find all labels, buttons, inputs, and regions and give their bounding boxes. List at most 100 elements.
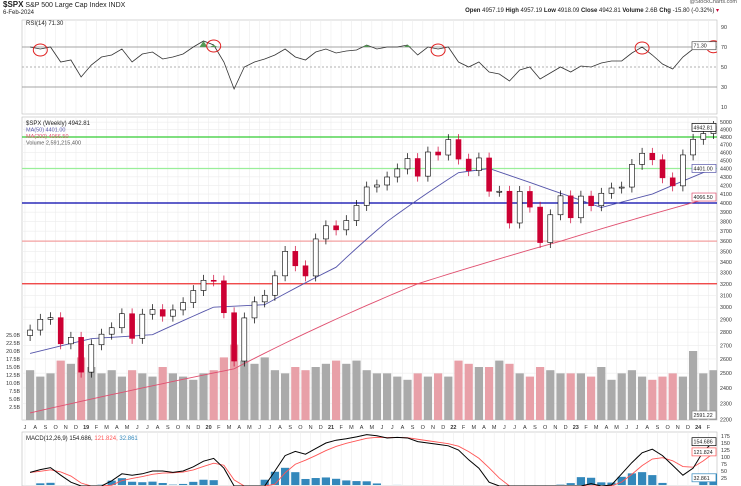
macd-value-tag: 154.686 [694, 440, 713, 446]
price-tick-label: 3500 [720, 249, 732, 255]
rsi-tick-label: 30 [721, 85, 727, 91]
volume-bar [607, 379, 616, 420]
volume-bar [648, 379, 657, 420]
candle-body [547, 214, 554, 243]
month-label: N [431, 425, 435, 431]
volume-bar [117, 376, 126, 420]
candle-body [588, 195, 594, 207]
candle-body [363, 186, 370, 206]
candle-body [680, 154, 686, 187]
volume-bar [576, 373, 585, 420]
volume-bar [128, 370, 137, 420]
volume-bar [403, 379, 412, 420]
volume-bar [658, 376, 667, 420]
price-tick-label: 3800 [720, 220, 732, 226]
rsi-annotation-circle [32, 43, 48, 57]
month-label: A [33, 425, 37, 431]
macd-histogram-bar [36, 483, 45, 485]
chart-title: $SPX S&P 500 Large Cap Index INDX [3, 1, 125, 10]
candle-body [374, 184, 380, 188]
price-tick-label: 5000 [720, 120, 732, 126]
volume-bar [270, 370, 279, 420]
rsi-line [30, 40, 714, 91]
month-label: A [360, 425, 364, 431]
macd-histogram-bar [362, 481, 371, 485]
month-label: O [421, 425, 426, 431]
volume-bar [699, 373, 708, 420]
volume-bar [189, 379, 198, 420]
open-value: 4957.19 [482, 8, 504, 14]
month-label: M [472, 425, 477, 431]
macd-histogram-bar [352, 481, 361, 485]
month-label: F [217, 425, 221, 431]
month-label: D [564, 425, 568, 431]
candle-body [353, 205, 360, 221]
volume-bar [515, 373, 524, 420]
macd-histogram-bar [311, 478, 320, 485]
candle-body [506, 190, 513, 224]
rsi-annotation-circle [634, 41, 650, 55]
candle-body [139, 313, 146, 339]
rsi-tick-label: 90 [721, 25, 727, 31]
candle-body [649, 152, 656, 161]
month-label: M [492, 425, 497, 431]
macd-histogram-bar [566, 483, 575, 485]
month-label: 21 [328, 425, 334, 431]
month-label: F [707, 425, 711, 431]
price-tick-label: 2500 [720, 371, 732, 377]
volume-tick-label: 25.0B [6, 333, 20, 339]
month-label: 19 [83, 425, 89, 431]
candle-body [618, 186, 625, 189]
rsi-value-tag: 71.30 [694, 44, 707, 50]
volume-bar [474, 367, 483, 420]
candle-body [516, 191, 523, 224]
rsi-annotation-circle [430, 43, 446, 57]
volume-bar [413, 373, 422, 420]
high-label: High [505, 8, 519, 14]
price-tick-label: 3400 [720, 260, 732, 266]
price-tick-label: 2600 [720, 357, 732, 363]
candle-body [557, 195, 564, 216]
price-tick-label: 2300 [720, 401, 732, 407]
volume-bar [689, 351, 698, 420]
price-tick-label: 3700 [720, 229, 732, 235]
month-label: M [125, 425, 130, 431]
rsi-annotation-circle [206, 39, 222, 53]
price-legend: $SPX (Weekly) 4942.81 [26, 121, 91, 127]
ma50-value-tag: 4401.00 [694, 166, 713, 172]
macd-histogram-bar [189, 481, 198, 485]
volume-bar [525, 376, 534, 420]
macd-tick-label: 125 [721, 448, 730, 454]
price-tick-label: 4000 [720, 201, 732, 207]
candle-body [78, 337, 84, 373]
month-label: F [462, 425, 466, 431]
down-triangle-icon: ▾ [715, 8, 719, 14]
candle-body [108, 327, 115, 335]
volume-bar [240, 360, 249, 420]
macd-value-tag-box [691, 437, 717, 447]
candle-body [629, 164, 635, 188]
month-label: J [503, 425, 506, 431]
month-label: O [543, 425, 548, 431]
month-label: 24 [695, 425, 702, 431]
month-label: F [340, 425, 344, 431]
price-tick-label: 2800 [720, 330, 732, 336]
candle-body [312, 238, 319, 277]
candle-body [578, 195, 584, 219]
price-tick-label: 2400 [720, 386, 732, 392]
volume-bar [148, 376, 157, 420]
month-label: J [258, 425, 261, 431]
volume-bar [168, 373, 177, 420]
candle-body [690, 138, 696, 156]
volume-bar [587, 376, 596, 420]
month-label: M [104, 425, 109, 431]
volume-bar [546, 370, 555, 420]
candle-body [27, 329, 33, 336]
volume-bar [617, 373, 626, 420]
month-label: S [533, 425, 537, 431]
macd-histogram-bar [138, 482, 147, 485]
ma50-value-tag-box [691, 164, 717, 173]
candle-body [384, 176, 390, 186]
volume-bar [434, 373, 443, 420]
